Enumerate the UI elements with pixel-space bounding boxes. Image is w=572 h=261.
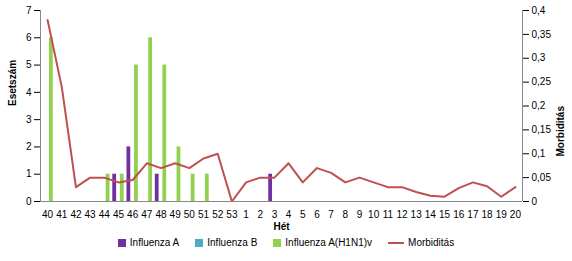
svg-text:1: 1 <box>26 168 32 179</box>
svg-text:3: 3 <box>272 209 278 220</box>
svg-text:Morbiditás: Morbiditás <box>555 106 566 157</box>
svg-text:0,15: 0,15 <box>532 124 552 135</box>
svg-text:4: 4 <box>26 87 32 98</box>
svg-text:42: 42 <box>70 209 82 220</box>
svg-text:2: 2 <box>257 209 263 220</box>
svg-text:Esetszám: Esetszám <box>7 60 18 106</box>
svg-text:0,4: 0,4 <box>532 5 546 16</box>
html-text:Influenza A(H1N1)v: Influenza A(H1N1)v <box>285 237 372 248</box>
svg-text:6: 6 <box>26 32 32 43</box>
svg-text:16: 16 <box>453 209 465 220</box>
svg-text:47: 47 <box>141 209 153 220</box>
svg-text:11: 11 <box>383 209 394 220</box>
svg-text:15: 15 <box>439 209 451 220</box>
html-text:Morbiditás: Morbiditás <box>408 237 455 248</box>
svg-text:9: 9 <box>357 209 363 220</box>
svg-text:7: 7 <box>26 5 32 16</box>
svg-text:12: 12 <box>396 209 408 220</box>
svg-text:10: 10 <box>368 209 380 220</box>
svg-text:18: 18 <box>481 209 493 220</box>
svg-text:0: 0 <box>532 196 538 207</box>
svg-text:Hét: Hét <box>273 221 290 232</box>
svg-text:0,25: 0,25 <box>532 76 552 87</box>
svg-text:52: 52 <box>212 209 224 220</box>
svg-text:6: 6 <box>314 209 320 220</box>
svg-text:0,2: 0,2 <box>532 100 546 111</box>
svg-text:8: 8 <box>343 209 349 220</box>
svg-text:2: 2 <box>26 141 32 152</box>
html-text:Influenza B: Influenza B <box>207 237 258 248</box>
svg-text:45: 45 <box>113 209 125 220</box>
svg-text:13: 13 <box>411 209 423 220</box>
svg-text:49: 49 <box>170 209 182 220</box>
svg-text:7: 7 <box>328 209 334 220</box>
svg-text:44: 44 <box>99 209 111 220</box>
svg-text:1: 1 <box>243 209 249 220</box>
svg-text:20: 20 <box>510 209 522 220</box>
svg-text:5: 5 <box>300 209 306 220</box>
svg-text:50: 50 <box>184 209 196 220</box>
svg-text:0,3: 0,3 <box>532 52 546 63</box>
svg-text:4: 4 <box>286 209 292 220</box>
svg-text:0,1: 0,1 <box>532 148 546 159</box>
svg-text:48: 48 <box>155 209 167 220</box>
svg-text:53: 53 <box>226 209 238 220</box>
svg-text:3: 3 <box>26 114 32 125</box>
svg-text:0,05: 0,05 <box>532 172 552 183</box>
svg-text:0: 0 <box>26 196 32 207</box>
svg-text:19: 19 <box>496 209 508 220</box>
svg-text:17: 17 <box>467 209 479 220</box>
svg-text:40: 40 <box>42 209 54 220</box>
html-text:Influenza A: Influenza A <box>129 237 180 248</box>
svg-text:0,35: 0,35 <box>532 29 552 40</box>
svg-text:41: 41 <box>56 209 68 220</box>
svg-text:46: 46 <box>127 209 139 220</box>
svg-text:43: 43 <box>85 209 97 220</box>
svg-text:14: 14 <box>425 209 437 220</box>
svg-text:5: 5 <box>26 59 32 70</box>
svg-text:51: 51 <box>198 209 210 220</box>
